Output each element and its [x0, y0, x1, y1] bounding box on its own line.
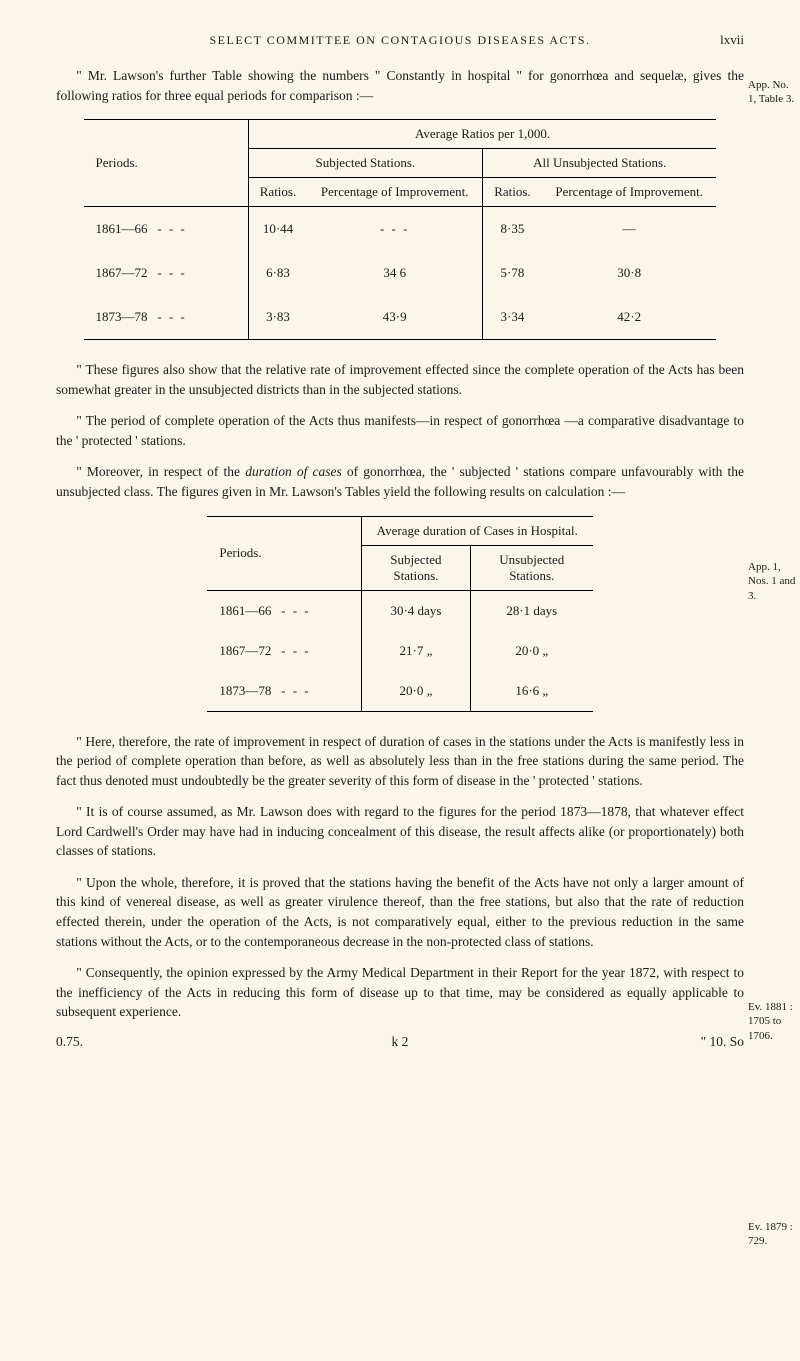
- footer-center: k 2: [285, 1034, 514, 1050]
- t1-d0: - - -: [157, 221, 187, 236]
- t1-p2-0: —: [542, 207, 717, 252]
- col-pct-2: Percentage of Improvement.: [542, 178, 717, 207]
- t1-r1-0: 10·44: [248, 207, 307, 252]
- para4-a: " Moreover, in respect of the: [76, 464, 245, 479]
- subjected-header: Subjected Stations.: [248, 149, 482, 178]
- t2-p1: 1867—72: [219, 643, 271, 658]
- t2-u-0: 28·1 days: [470, 590, 592, 631]
- paragraph-6: " It is of course assumed, as Mr. Lawson…: [56, 802, 744, 861]
- t2-s-1: 21·7 „: [361, 631, 470, 671]
- avg-ratios-header: Average Ratios per 1,000.: [248, 120, 716, 149]
- col-pct-1: Percentage of Improvement.: [307, 178, 482, 207]
- paragraph-intro: " Mr. Lawson's further Table showing the…: [56, 66, 744, 105]
- unsubjected-header: All Unsubjected Stations.: [483, 149, 717, 178]
- page-number: lxvii: [694, 32, 744, 48]
- para1-text: " Mr. Lawson's further Table showing the…: [56, 68, 744, 103]
- t1-p2l: 1873—78: [96, 309, 148, 324]
- col-ratios-1: Ratios.: [248, 178, 307, 207]
- t1-r2-1: 5·78: [483, 251, 542, 295]
- ratios-table: Periods. Average Ratios per 1,000. Subje…: [84, 119, 717, 340]
- t1-p1-0: - - -: [307, 207, 482, 252]
- t1-period-1: 1867—72 - - -: [84, 251, 249, 295]
- t2-d0: - - -: [281, 603, 311, 618]
- footer: 0.75. k 2 " 10. So: [56, 1034, 744, 1050]
- t1-d1: - - -: [157, 265, 187, 280]
- paragraph-2: " These figures also show that the relat…: [56, 360, 744, 399]
- t2-u-1: 20·0 „: [470, 631, 592, 671]
- t1-d2: - - -: [157, 309, 187, 324]
- t1-p1-2: 43·9: [307, 295, 482, 340]
- t2-p0: 1861—66: [219, 603, 271, 618]
- duration-table: Periods. Average duration of Cases in Ho…: [207, 516, 592, 712]
- t1-p1l: 1867—72: [96, 265, 148, 280]
- t2-period-0: 1861—66 - - -: [207, 590, 361, 631]
- paragraph-5: " Here, therefore, the rate of improveme…: [56, 732, 744, 791]
- t2-d1: - - -: [281, 643, 311, 658]
- paragraph-7: " Upon the whole, therefore, it is prove…: [56, 873, 744, 951]
- t2-d2: - - -: [281, 683, 311, 698]
- t2-p2: 1873—78: [219, 683, 271, 698]
- paragraph-3: " The period of complete operation of th…: [56, 411, 744, 450]
- para4-em: duration of cases: [245, 464, 342, 479]
- periods-header: Periods.: [84, 120, 249, 207]
- t1-r2-2: 3·34: [483, 295, 542, 340]
- t1-period-2: 1873—78 - - -: [84, 295, 249, 340]
- t1-p1-1: 34 6: [307, 251, 482, 295]
- t1-r2-0: 8·35: [483, 207, 542, 252]
- t2-u-2: 16·6 „: [470, 671, 592, 712]
- footer-right: " 10. So: [515, 1034, 744, 1050]
- t1-p2-2: 42·2: [542, 295, 717, 340]
- t2-period-1: 1867—72 - - -: [207, 631, 361, 671]
- t2-periods-header: Periods.: [207, 516, 361, 590]
- running-title: SELECT COMMITTEE ON CONTAGIOUS DISEASES …: [106, 33, 694, 48]
- t1-p0: 1861—66: [96, 221, 148, 236]
- t1-period-0: 1861—66 - - -: [84, 207, 249, 252]
- t2-s-2: 20·0 „: [361, 671, 470, 712]
- t2-avg-header: Average duration of Cases in Hospital.: [361, 516, 592, 545]
- paragraph-4: " Moreover, in respect of the duration o…: [56, 462, 744, 501]
- marginal-note-3: Ev. 1881 : 1705 to 1706.: [748, 1000, 796, 1043]
- t1-p2-1: 30·8: [542, 251, 717, 295]
- marginal-note-4: Ev. 1879 : 729.: [748, 1220, 796, 1249]
- marginal-note-2: App. 1, Nos. 1 and 3.: [748, 560, 796, 603]
- paragraph-8: " Consequently, the opinion expressed by…: [56, 963, 744, 1022]
- footer-left: 0.75.: [56, 1034, 285, 1050]
- t2-col-unsub: Unsubjected Stations.: [470, 545, 592, 590]
- t2-s-0: 30·4 days: [361, 590, 470, 631]
- t2-col-subj: Subjected Stations.: [361, 545, 470, 590]
- page-header: SELECT COMMITTEE ON CONTAGIOUS DISEASES …: [56, 32, 744, 48]
- col-ratios-2: Ratios.: [483, 178, 542, 207]
- marginal-note-1: App. No. 1, Table 3.: [748, 78, 796, 107]
- t2-period-2: 1873—78 - - -: [207, 671, 361, 712]
- t1-r1-2: 3·83: [248, 295, 307, 340]
- t1-r1-1: 6·83: [248, 251, 307, 295]
